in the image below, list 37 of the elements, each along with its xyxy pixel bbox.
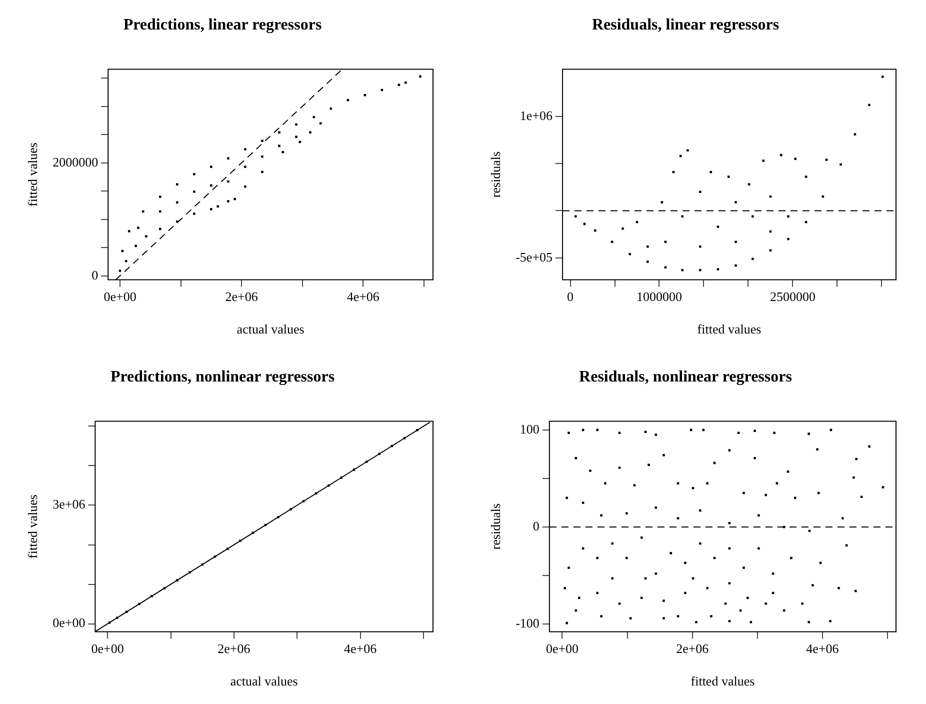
x-tick-label: 1000000 <box>636 289 682 304</box>
x-tick-label: 4e+06 <box>346 289 380 304</box>
x-axis-title: fitted values <box>690 674 755 689</box>
x-tick-label: 2e+06 <box>225 289 258 304</box>
x-tick-label: 0 <box>567 289 574 304</box>
y-axis-title: residuals <box>488 151 504 198</box>
x-axis-title: actual values <box>236 322 304 337</box>
x-tick-label: 2e+06 <box>218 641 251 656</box>
y-axis-title: fitted values <box>25 142 40 206</box>
x-axis-title: actual values <box>230 674 298 689</box>
y-axis-title: residuals <box>488 503 504 550</box>
y-tick-label: 0e+00 <box>52 615 86 630</box>
y-tick-label: 100 <box>520 421 540 436</box>
point <box>158 210 162 213</box>
x-tick-label: 4e+06 <box>344 641 378 656</box>
x-tick-label: 2e+06 <box>676 641 710 656</box>
y-tick-label: 0 <box>532 518 540 534</box>
chart-title: Residuals, linear regressors <box>592 16 780 34</box>
y-tick-label: 3e+06 <box>52 496 86 512</box>
y-tick-label: -5e+05 <box>516 249 553 264</box>
y-tick-label: 1e+06 <box>520 108 554 123</box>
x-axis-title: fitted values <box>697 322 762 337</box>
chart-title: Residuals, nonlinear regressors <box>579 368 792 386</box>
y-axis-title: fitted values <box>25 494 40 558</box>
x-tick-label: 4e+06 <box>806 641 840 656</box>
x-tick-label: 2500000 <box>770 289 816 304</box>
point <box>234 198 236 200</box>
point <box>681 215 684 218</box>
chart-title: Predictions, nonlinear regressors <box>110 368 335 386</box>
y-tick-label: -100 <box>516 615 540 630</box>
y-tick-label: 2000000 <box>52 154 98 170</box>
chart-title: Predictions, linear regressors <box>123 16 322 34</box>
point <box>340 476 343 479</box>
x-tick-label: 0e+00 <box>91 641 124 656</box>
x-tick-label: 0e+00 <box>546 641 579 656</box>
point <box>158 228 162 230</box>
x-tick-label: 0e+00 <box>104 289 136 304</box>
